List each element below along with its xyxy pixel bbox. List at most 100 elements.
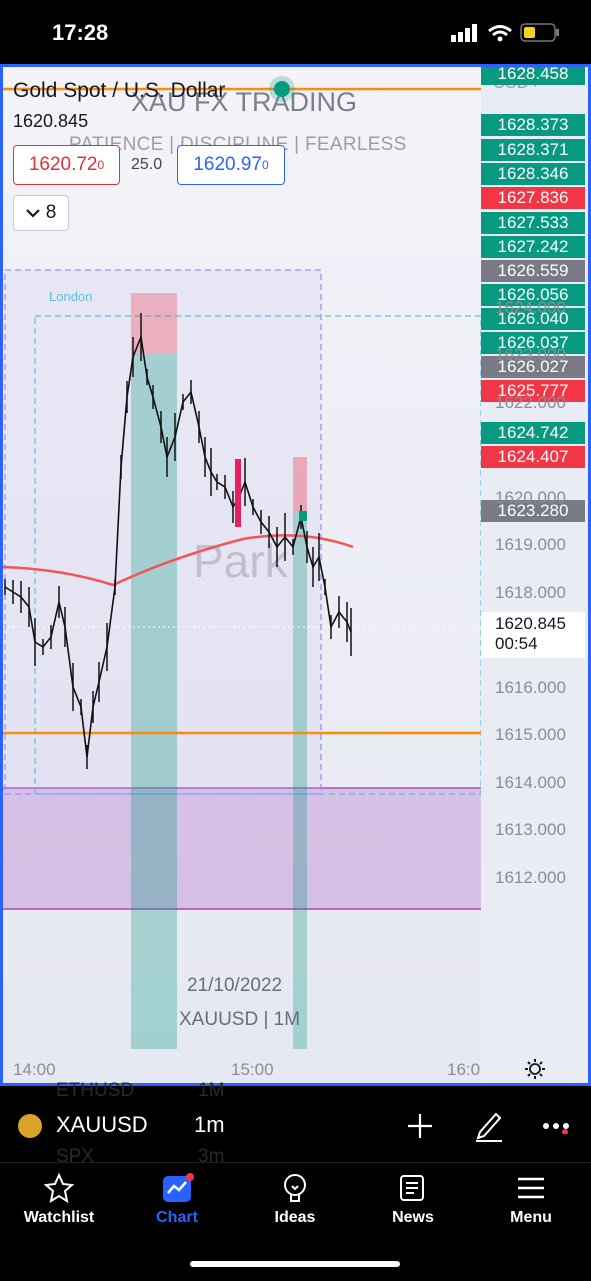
sell-price-sup: 0 — [97, 158, 105, 172]
drawing-handle[interactable] — [274, 81, 290, 97]
price-axis-label: 1615.000 — [495, 725, 566, 745]
hamburger-icon — [518, 1177, 544, 1199]
symbol-interval-label: XAUUSD | 1M — [179, 1009, 301, 1030]
price-tag: 1626.037 — [481, 332, 585, 354]
chart-panel[interactable]: London Park XAU FX TRADING PATIENCE | DIS… — [0, 64, 591, 1086]
price-tag: 1627.533 — [481, 212, 585, 234]
signal-marker — [235, 459, 241, 527]
price-tag: 1626.040 — [481, 308, 585, 330]
status-icons — [451, 23, 559, 42]
tab-news[interactable]: News — [354, 1163, 472, 1233]
price-axis-label: 1619.000 — [495, 535, 566, 555]
lightbulb-icon — [284, 1174, 306, 1202]
price-axis-label: 1620.000 — [495, 487, 566, 507]
time-axis-label: 15:00 — [231, 1060, 274, 1079]
tab-ideas[interactable]: Ideas — [236, 1163, 354, 1233]
battery-icon — [520, 23, 559, 42]
tab-label: Ideas — [274, 1209, 316, 1226]
price-line — [4, 333, 352, 758]
signal-marker — [299, 511, 307, 521]
sell-button[interactable]: 1620.72 0 — [13, 145, 120, 185]
current-price-label: 1620.845 00:54 — [481, 612, 585, 658]
interval-selector[interactable]: 1m — [194, 1112, 225, 1137]
indicators-count: 8 — [45, 202, 57, 223]
price-axis-label: 1623.000 — [495, 345, 566, 365]
price-tag: 1624.407 — [481, 446, 585, 468]
price-axis-label: 1614.000 — [495, 772, 566, 792]
price-axis-label: 1612.000 — [495, 867, 566, 887]
ghost-symbol: ETHUSD — [56, 1080, 135, 1101]
price-tag: 1627.242 — [481, 236, 585, 258]
price-axis-label: 1622.000 — [495, 392, 566, 412]
watermark-subtitle: PATIENCE | DISCIPLINE | FEARLESS — [69, 134, 407, 155]
london-label: London — [49, 289, 92, 304]
home-indicator — [190, 1261, 400, 1267]
date-label: 21/10/2022 — [187, 975, 283, 996]
target-zone — [131, 354, 177, 1049]
plus-icon[interactable] — [406, 1112, 434, 1140]
ghost-interval: 1M — [198, 1080, 225, 1101]
news-icon — [400, 1175, 424, 1201]
tab-label: News — [392, 1209, 434, 1226]
status-bar: 17:28 — [0, 0, 591, 64]
price-axis-label: 1618.000 — [495, 582, 566, 602]
current-price-value: 1620.845 — [495, 614, 566, 633]
symbol-selector[interactable]: XAUUSD — [56, 1112, 148, 1137]
price-tag: 1628.371 — [481, 139, 585, 161]
star-icon — [44, 1173, 74, 1203]
chevron-down-icon: ˅ — [528, 79, 539, 91]
countdown: 00:54 — [495, 634, 538, 653]
more-options-icon[interactable] — [542, 1120, 572, 1134]
price-tag: 1624.742 — [481, 422, 585, 444]
watermark-center: Park — [193, 535, 289, 587]
gear-icon[interactable] — [523, 1057, 547, 1081]
ghost-interval: 3m — [198, 1146, 225, 1167]
tab-chart[interactable]: Chart — [118, 1163, 236, 1233]
stop-zone — [293, 457, 307, 511]
price-chart[interactable]: London Park — [3, 67, 481, 1083]
price-axis-label: 1624.000 — [495, 297, 566, 317]
tab-label: Chart — [156, 1209, 198, 1226]
london-session-box — [34, 315, 481, 795]
watermark-title: XAU FX TRADING — [131, 87, 358, 117]
signal-icon — [451, 24, 477, 42]
moving-average-line — [3, 534, 354, 587]
pen-icon[interactable] — [474, 1108, 504, 1142]
clock: 17:28 — [52, 20, 109, 45]
price-tag: 1626.027 — [481, 356, 585, 378]
spread-value: 25.0 — [131, 156, 163, 173]
demand-zone — [3, 789, 481, 909]
buy-price-sup: 0 — [262, 158, 269, 172]
last-price: 1620.845 — [13, 111, 89, 131]
chevron-down-icon — [25, 209, 40, 218]
price-axis-label: 1613.000 — [495, 820, 566, 840]
price-tag: 1627.836 — [481, 187, 585, 209]
chart-icon — [163, 1173, 194, 1202]
gold-coin-icon — [18, 1114, 42, 1138]
price-tag: 1628.373 — [481, 114, 585, 136]
indicators-toggle-button[interactable]: 8 — [13, 195, 69, 231]
buy-button[interactable]: 1620.97 0 — [177, 145, 285, 185]
tab-label: Watchlist — [23, 1209, 95, 1226]
tab-label: Menu — [510, 1209, 552, 1226]
target-zone — [293, 511, 307, 1049]
price-tag: 1626.559 — [481, 260, 585, 282]
price-tag: 1628.346 — [481, 163, 585, 185]
price-tag: 1626.056 — [481, 284, 585, 306]
time-axis-label: 14:00 — [13, 1060, 56, 1079]
price-tag: 1625.777 — [481, 380, 585, 402]
price-tag: 1628.458 — [481, 67, 585, 85]
plot-area[interactable] — [3, 67, 481, 1083]
bottom-tab-bar: Watchlist Chart Ideas News Menu — [0, 1162, 591, 1281]
ghost-symbol: SPX — [56, 1146, 95, 1167]
sell-price: 1620.72 — [28, 154, 98, 175]
buy-price: 1620.97 — [193, 154, 262, 175]
price-tag: 1623.280 — [481, 500, 585, 522]
tab-watchlist[interactable]: Watchlist — [0, 1163, 118, 1233]
symbol-toolbar: ETHUSD 1M XAUUSD 1m SPX 3m — [0, 1080, 591, 1167]
price-axis-label: 1616.000 — [495, 677, 566, 697]
time-axis-label: 16:0 — [447, 1060, 481, 1079]
symbol-title[interactable]: Gold Spot / U.S. Dollar — [13, 79, 226, 102]
tab-menu[interactable]: Menu — [472, 1163, 590, 1233]
wifi-icon — [488, 25, 512, 42]
